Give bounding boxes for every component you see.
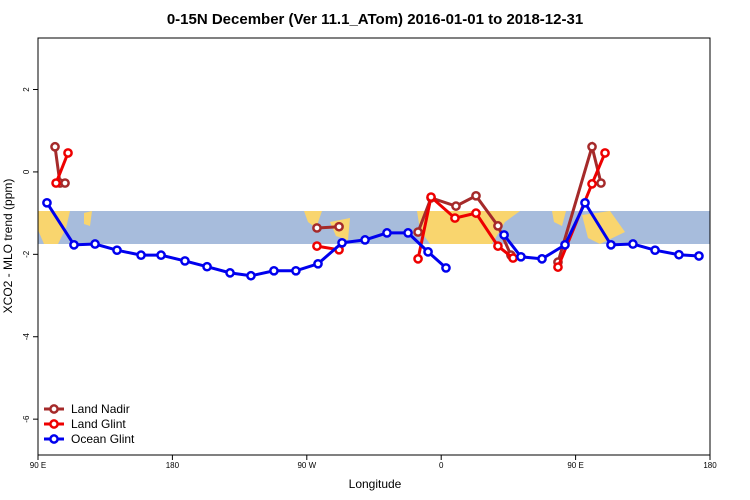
legend-marker <box>49 434 59 444</box>
series-line <box>53 141 603 263</box>
point <box>580 197 590 208</box>
point <box>413 227 423 237</box>
point <box>69 240 79 250</box>
background-map <box>38 211 710 244</box>
plot-frame <box>37 37 711 456</box>
point <box>674 249 684 260</box>
point <box>628 239 638 249</box>
point <box>493 221 503 231</box>
point <box>450 213 460 223</box>
land <box>582 211 625 244</box>
point <box>650 245 660 256</box>
x-tick-label: 90 E <box>30 461 46 470</box>
point <box>312 223 322 233</box>
land <box>84 211 92 226</box>
land <box>552 211 566 226</box>
y-tick-label: -4 <box>22 333 31 341</box>
y-tick-label: -6 <box>22 415 31 423</box>
point <box>423 247 433 257</box>
point <box>269 265 279 276</box>
point <box>112 245 122 256</box>
point <box>337 237 347 248</box>
point <box>606 240 616 250</box>
legend-label: Ocean Glint <box>71 432 135 446</box>
point <box>202 261 212 272</box>
point <box>225 268 235 278</box>
point <box>50 141 60 152</box>
point <box>180 256 190 266</box>
point <box>600 148 610 158</box>
point <box>516 251 526 262</box>
point <box>508 253 518 263</box>
point <box>291 265 301 276</box>
point <box>587 179 597 189</box>
y-tick-label: 0 <box>22 169 31 174</box>
point <box>90 239 100 249</box>
x-tick-label: 180 <box>703 461 717 470</box>
x-axis-label: Longitude <box>349 477 402 491</box>
legend-marker <box>49 419 59 429</box>
point <box>60 178 70 188</box>
legend-label: Land Nadir <box>71 402 130 416</box>
point <box>156 250 166 261</box>
legend-marker <box>49 404 59 414</box>
land <box>38 211 70 244</box>
point <box>596 178 606 188</box>
point <box>499 230 509 240</box>
chart-title: 0-15N December (Ver 11.1_ATom) 2016-01-0… <box>167 11 583 28</box>
x-tick-label: 90 E <box>567 461 583 470</box>
point <box>441 263 451 273</box>
point <box>360 235 370 245</box>
point <box>42 197 52 208</box>
point <box>426 192 436 202</box>
point <box>471 190 481 201</box>
legend-label: Land Glint <box>71 417 126 431</box>
point <box>451 201 461 211</box>
point <box>537 254 547 264</box>
point <box>334 221 344 232</box>
point <box>136 250 146 261</box>
point <box>312 241 322 251</box>
y-tick-label: -2 <box>22 250 31 258</box>
point <box>560 240 570 250</box>
point <box>313 258 323 269</box>
point <box>382 228 392 238</box>
x-tick-label: 180 <box>166 461 180 470</box>
series-line <box>54 152 607 268</box>
y-axis-label: XCO2 - MLO trend (ppm) <box>1 179 15 314</box>
x-tick-label: 0 <box>439 461 444 470</box>
point <box>51 178 61 188</box>
point <box>587 141 597 152</box>
y-tick-label: 2 <box>22 87 31 92</box>
point <box>493 241 503 251</box>
point <box>246 270 256 281</box>
point <box>553 262 563 272</box>
x-tick-label: 90 W <box>297 461 316 470</box>
point <box>63 148 73 158</box>
point <box>471 208 481 218</box>
point <box>413 254 423 264</box>
point <box>403 228 413 238</box>
point <box>694 251 704 261</box>
